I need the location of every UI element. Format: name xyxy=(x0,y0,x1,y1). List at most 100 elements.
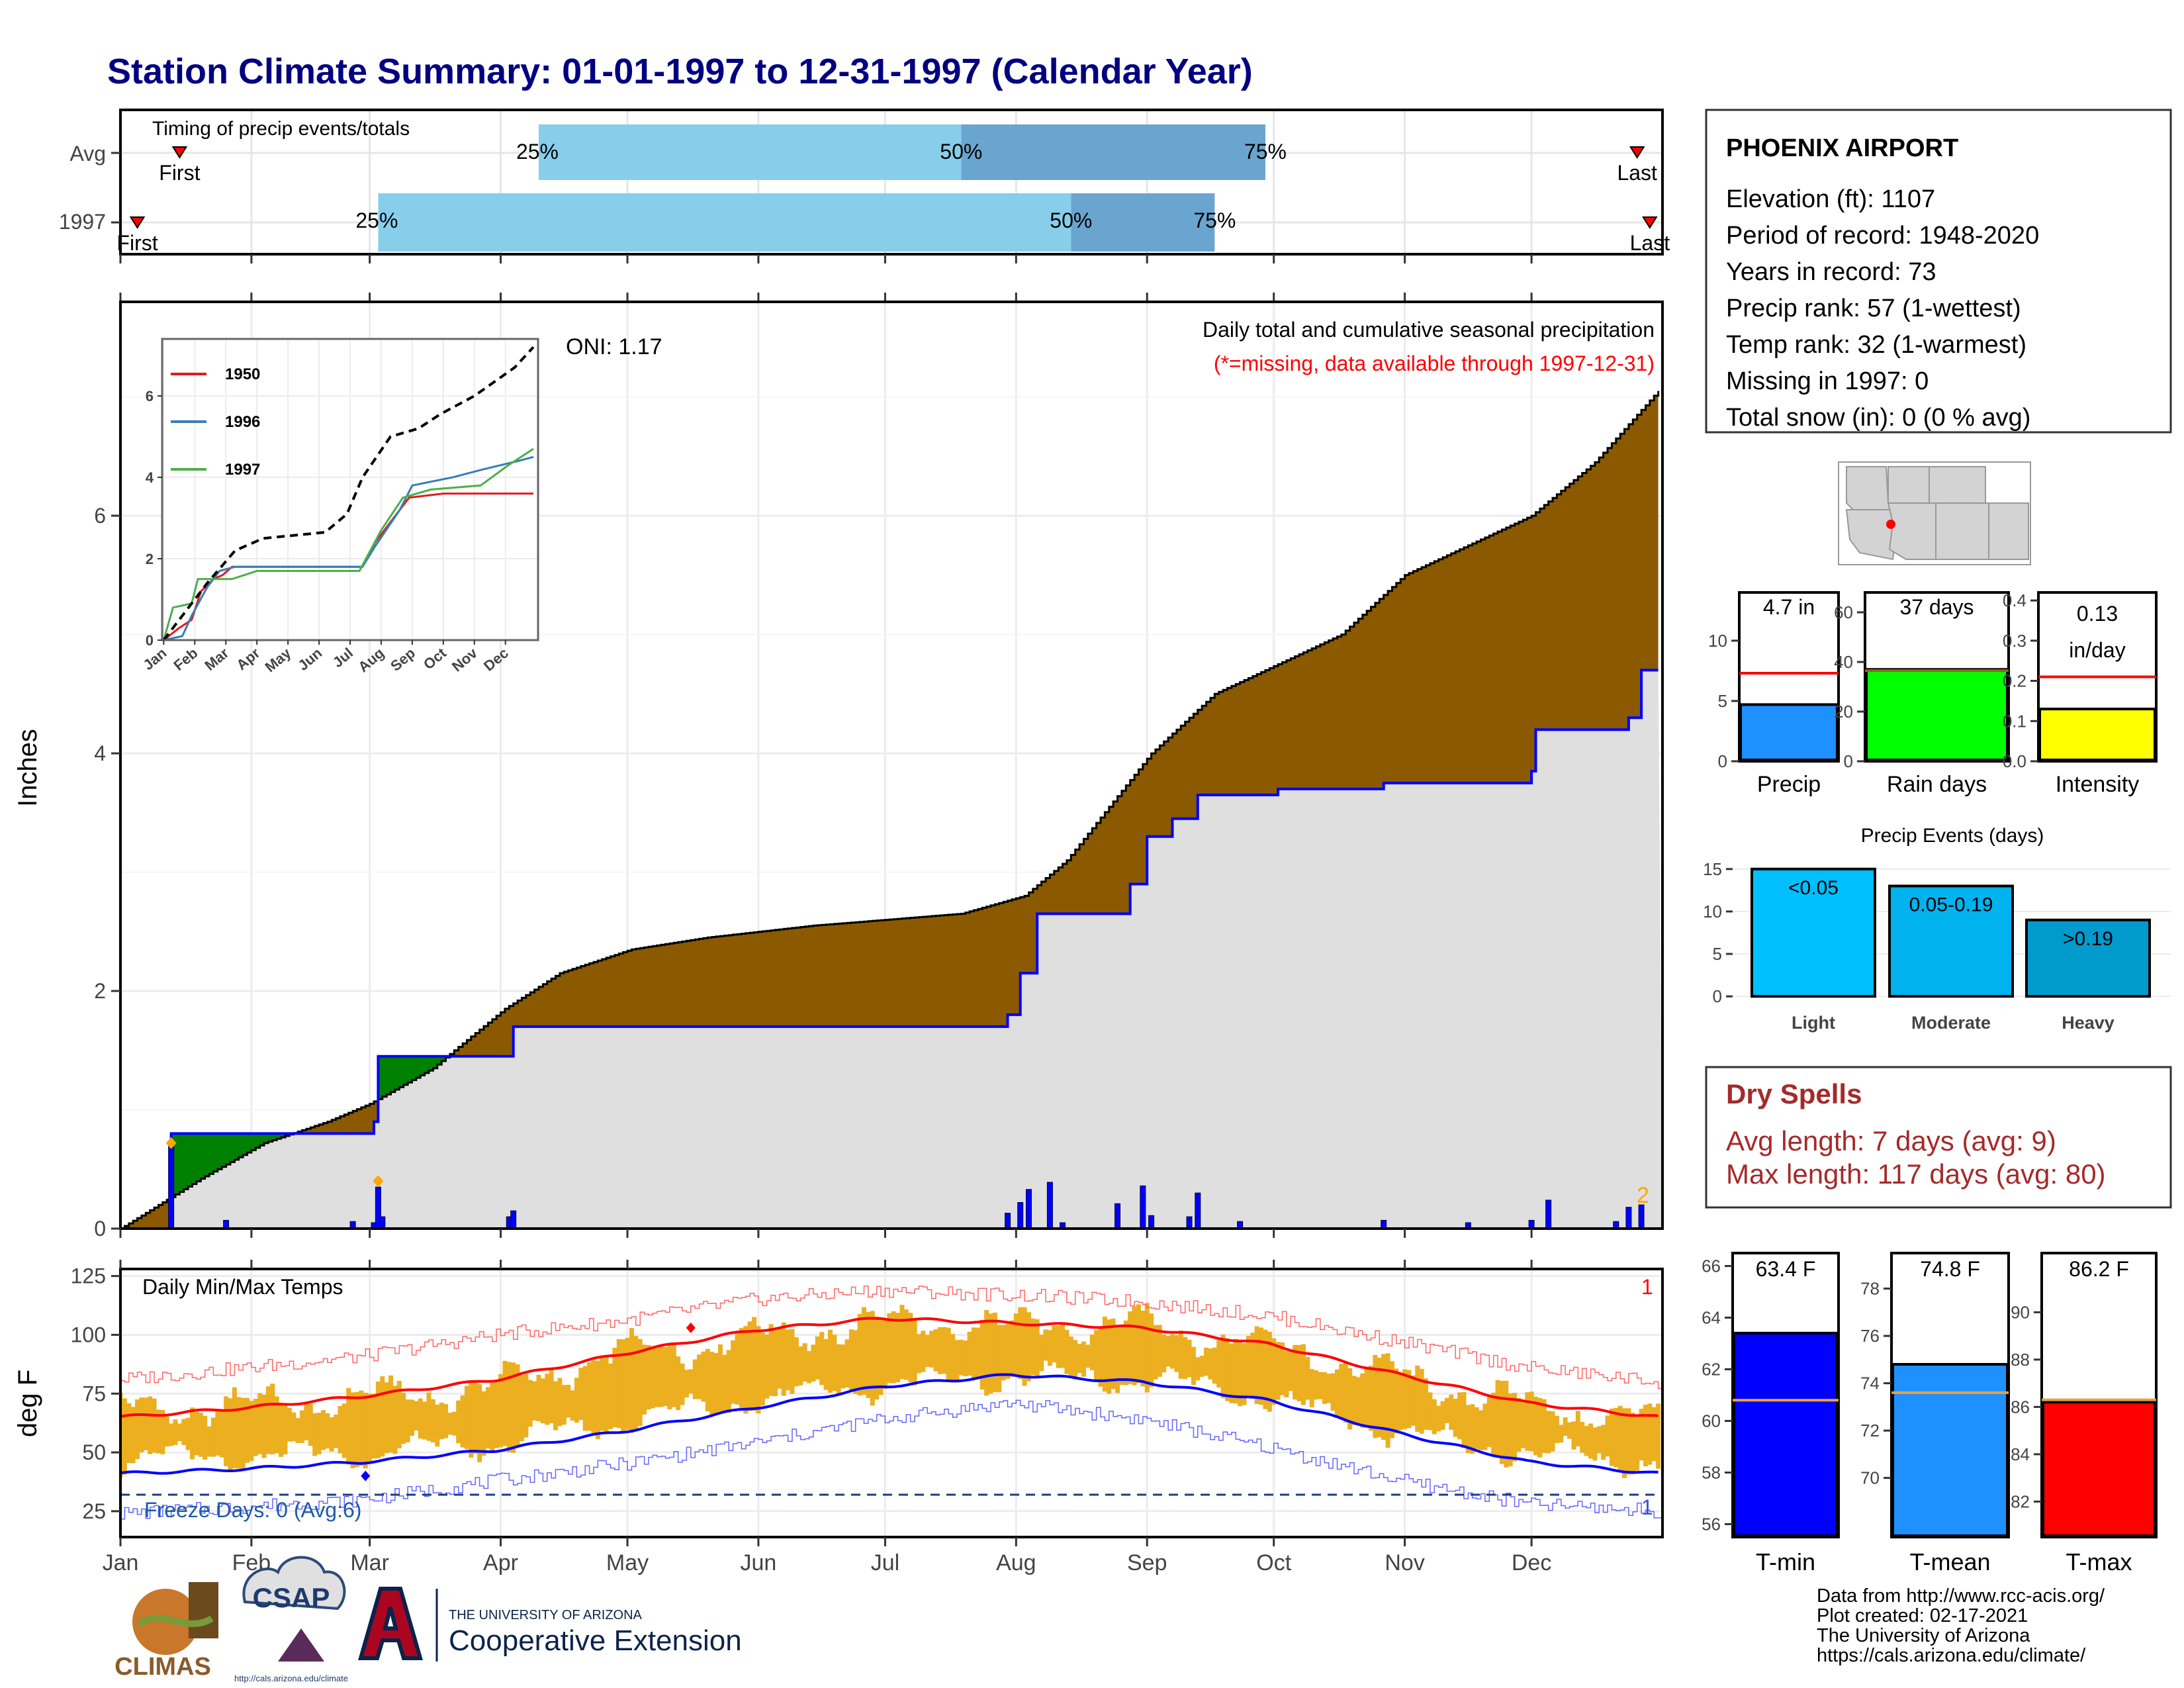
temp-daily-range-bar xyxy=(304,1404,309,1440)
temp-daily-range-bar xyxy=(291,1412,296,1442)
summary-y-tick-label: 20 xyxy=(1834,702,1853,722)
dry-spells-box: Dry Spells Avg length: 7 days (avg: 9) M… xyxy=(1705,1066,2172,1209)
summary-bar-intensity xyxy=(2038,708,2156,761)
temp-daily-range-bar xyxy=(844,1339,850,1388)
inset-y-tick-label: 4 xyxy=(146,469,154,486)
temp-bar-y-tick-label: 76 xyxy=(1860,1326,1880,1346)
temp-record-min-line xyxy=(120,1399,1662,1520)
dry-spells-frame xyxy=(1705,1066,2172,1209)
temp-daily-range-bar xyxy=(848,1329,854,1391)
temp-record-low-marker xyxy=(361,1470,371,1481)
temp-daily-range-bar xyxy=(1546,1411,1551,1454)
climas-logo-block xyxy=(189,1582,218,1638)
map-state-utah xyxy=(1888,466,1930,504)
temp-daily-range-bar xyxy=(937,1327,942,1374)
map-state-colorado xyxy=(1929,466,1986,504)
timing-first-label: First xyxy=(116,231,158,255)
temp-daily-range-bar xyxy=(963,1340,968,1377)
temp-daily-range-bar xyxy=(1520,1401,1525,1448)
temp-daily-range-bar xyxy=(971,1327,976,1378)
temp-bar-y-tick-label: 90 xyxy=(2011,1302,2030,1322)
summary-y-tick-label: 0 xyxy=(1844,751,1853,771)
temp-daily-range-bar xyxy=(1525,1392,1530,1451)
precip-panel: 0 2 4 6 Inches Daily total and cumulative s… xyxy=(13,301,1664,1241)
temp-daily-range-bar xyxy=(206,1426,212,1457)
temp-daily-range-bar xyxy=(756,1326,761,1414)
precip-events-title: Precip Events (days) xyxy=(1861,825,2044,847)
events-y-tick-label: 10 xyxy=(1703,902,1722,921)
temp-daily-range-bar xyxy=(1208,1348,1213,1380)
temp-daily-range-bar xyxy=(798,1346,803,1385)
temp-daily-range-bar xyxy=(1001,1325,1006,1381)
temp-daily-range-bar xyxy=(367,1393,373,1462)
temp-daily-range-bar xyxy=(439,1402,444,1440)
timing-last-label: Last xyxy=(1617,161,1657,185)
summary-y-tick-label: 0.2 xyxy=(2003,671,2026,691)
temp-panel: 25 50 75 100 125 deg F Daily Min/Max Temps F… xyxy=(13,1229,1664,1575)
timing-row-avg: Avg xyxy=(69,142,106,165)
temp-daily-range-bar xyxy=(1389,1361,1394,1438)
month-tick-label: Jul xyxy=(871,1550,899,1575)
temp-daily-range-bar xyxy=(743,1326,749,1414)
temp-daily-range-bar xyxy=(1533,1396,1538,1456)
temp-daily-range-bar xyxy=(633,1336,639,1429)
temp-daily-range-bar xyxy=(203,1415,208,1460)
inset-gridlines xyxy=(162,339,538,641)
temp-daily-range-bar xyxy=(443,1404,449,1438)
temp-daily-range-bar xyxy=(1204,1347,1209,1376)
temp-daily-range-bar xyxy=(908,1313,913,1383)
temp-daily-range-bar xyxy=(1512,1393,1518,1462)
temp-daily-range-bar xyxy=(1077,1344,1082,1374)
temp-daily-range-bar xyxy=(1424,1378,1429,1430)
timing-bars: 25% 50% 75% First Last 25% 50% 75% First Last xyxy=(116,124,1670,255)
footer-line-created: Plot created: 02-17-2021 xyxy=(1817,1605,2028,1626)
temp-daily-range-bar xyxy=(498,1374,504,1448)
temp-daily-range-bar xyxy=(988,1313,993,1394)
temp-daily-range-bar xyxy=(1060,1325,1066,1368)
temp-daily-range-bar xyxy=(899,1305,905,1380)
timing-label-50: 50% xyxy=(1050,209,1092,232)
temp-daily-range-bar xyxy=(942,1327,947,1374)
precip-daily-bar xyxy=(1025,1189,1032,1229)
temp-daily-range-bar xyxy=(612,1348,617,1428)
precip-daily-bars xyxy=(165,1137,1645,1229)
temp-daily-range-bar xyxy=(152,1398,157,1453)
summary-y-tick-label: 10 xyxy=(1708,631,1727,651)
temp-daily-range-bar xyxy=(701,1351,706,1402)
temp-daily-range-bar xyxy=(1284,1351,1289,1397)
temp-daily-range-bar xyxy=(261,1394,267,1458)
precip-y-tick-label: 4 xyxy=(94,741,106,765)
temp-daily-range-bar xyxy=(1580,1422,1585,1453)
temp-daily-range-bar xyxy=(1005,1324,1011,1379)
temp-daily-range-bar xyxy=(354,1391,359,1468)
temp-daily-range-bar xyxy=(752,1317,757,1411)
temp-daily-range-bar xyxy=(591,1360,596,1434)
temp-daily-range-bar xyxy=(815,1336,820,1380)
temp-daily-range-bar xyxy=(1123,1320,1128,1385)
temp-daily-range-bar xyxy=(772,1329,778,1397)
temp-daily-range-bar xyxy=(1128,1311,1133,1384)
station-info-box: PHOENIX AIRPORT Elevation (ft): 1107 Per… xyxy=(1705,109,2172,434)
temp-daily-range-bar xyxy=(709,1352,715,1417)
temp-daily-range-bar xyxy=(164,1416,169,1447)
temp-daily-range-bar xyxy=(1267,1331,1272,1412)
summary-bar-precip xyxy=(1739,703,1839,761)
temp-daily-range-bar xyxy=(1056,1325,1061,1368)
temp-daily-range-bar xyxy=(1537,1397,1543,1458)
temp-daily-range-bar xyxy=(1009,1320,1015,1378)
temp-daily-range-bar xyxy=(1630,1413,1635,1475)
temp-daily-range-bar xyxy=(1461,1391,1467,1448)
temp-daily-range-bar xyxy=(1347,1368,1353,1430)
temp-daily-range-bar xyxy=(1013,1313,1019,1375)
temp-daily-range-bar xyxy=(265,1386,271,1454)
temp-daily-range-bar xyxy=(181,1419,187,1445)
temp-daily-range-bar xyxy=(232,1387,237,1468)
temp-daily-range-bar xyxy=(1246,1336,1251,1396)
temp-daily-range-bar xyxy=(1355,1377,1361,1425)
ua-big-text: Cooperative Extension xyxy=(449,1624,742,1657)
month-tick-label: Aug xyxy=(996,1550,1036,1575)
temp-daily-range-bar xyxy=(384,1382,389,1454)
temp-daily-range-bar xyxy=(1351,1376,1357,1425)
temp-daily-range-bar xyxy=(604,1356,609,1434)
temp-daily-range-bar xyxy=(946,1327,951,1381)
